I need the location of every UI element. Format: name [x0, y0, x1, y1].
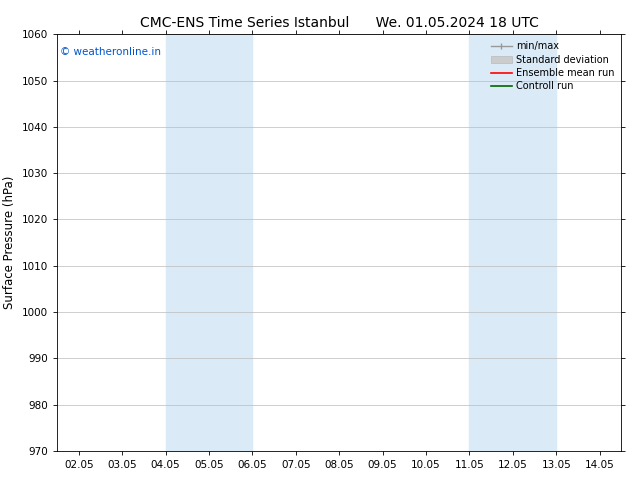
Legend: min/max, Standard deviation, Ensemble mean run, Controll run: min/max, Standard deviation, Ensemble me… [489, 39, 616, 93]
Bar [165, 34, 252, 451]
Bar [469, 34, 556, 451]
Text: © weatheronline.in: © weatheronline.in [60, 47, 161, 57]
Title: CMC-ENS Time Series Istanbul      We. 01.05.2024 18 UTC: CMC-ENS Time Series Istanbul We. 01.05.2… [139, 16, 539, 30]
Y-axis label: Surface Pressure (hPa): Surface Pressure (hPa) [3, 176, 16, 309]
